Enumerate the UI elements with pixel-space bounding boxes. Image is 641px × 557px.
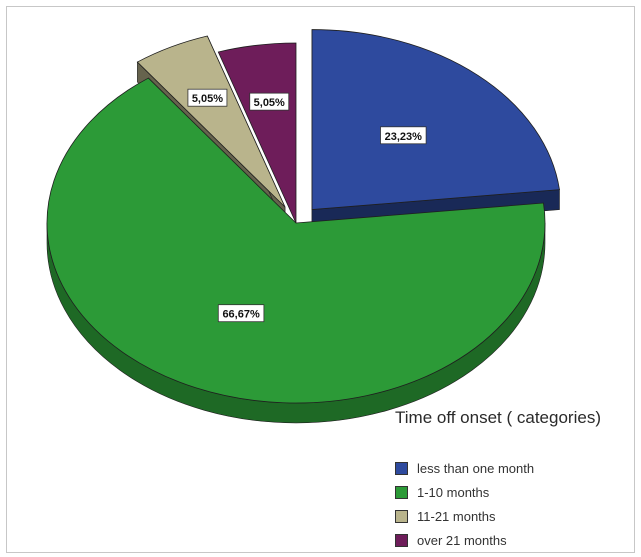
legend-title: Time off onset ( categories) — [395, 408, 601, 427]
pie-data-label: 23,23% — [380, 126, 427, 145]
legend-swatch-1-10-months — [395, 485, 408, 499]
pie-slice-less-than-one-month — [311, 29, 560, 211]
chart-frame: 23,23% 66,67% 5,05% 5,05% Time off onset ( … — [6, 6, 635, 553]
pie-data-label-box — [217, 304, 265, 323]
pie-data-label: 5,05% — [249, 92, 290, 111]
legend-item: 1-10 months — [395, 480, 534, 504]
legend-swatch-less-than-one-month — [395, 461, 408, 475]
legend-label: 1-10 months — [417, 484, 490, 500]
legend-label: less than one month — [417, 460, 535, 476]
legend: less than one month 1-10 months 11-21 mo… — [395, 456, 534, 552]
pie-data-label-text: 23,23% — [385, 131, 423, 143]
pie-slice-1-10-months — [46, 77, 546, 404]
pie-data-label: 5,05% — [187, 88, 228, 107]
pie-data-label-text: 66,67% — [222, 309, 260, 321]
pie-data-label-text: 5,05% — [254, 97, 285, 109]
legend-swatch-11-21-months — [395, 509, 408, 523]
pie-data-label-box — [187, 88, 228, 107]
legend-item: less than one month — [395, 456, 534, 480]
pie-chart: 23,23% 66,67% 5,05% 5,05% — [46, 29, 560, 424]
pie-slice-11-21-months — [136, 35, 286, 208]
pie-slice-over-21-months — [217, 42, 297, 224]
legend-label: over 21 months — [417, 532, 507, 548]
legend-label: 11-21 months — [417, 508, 496, 524]
pie-data-label-text: 5,05% — [192, 93, 223, 105]
pie-data-label-box — [380, 126, 427, 145]
legend-item: 11-21 months — [395, 504, 534, 528]
pie-label-layer: 23,23% 66,67% 5,05% 5,05% — [187, 88, 427, 323]
pie-top-layer — [46, 29, 560, 404]
pie-data-label: 66,67% — [217, 304, 265, 323]
legend-swatch-over-21-months — [395, 533, 408, 547]
legend-item: over 21 months — [395, 528, 534, 552]
pie-data-label-box — [249, 92, 290, 111]
